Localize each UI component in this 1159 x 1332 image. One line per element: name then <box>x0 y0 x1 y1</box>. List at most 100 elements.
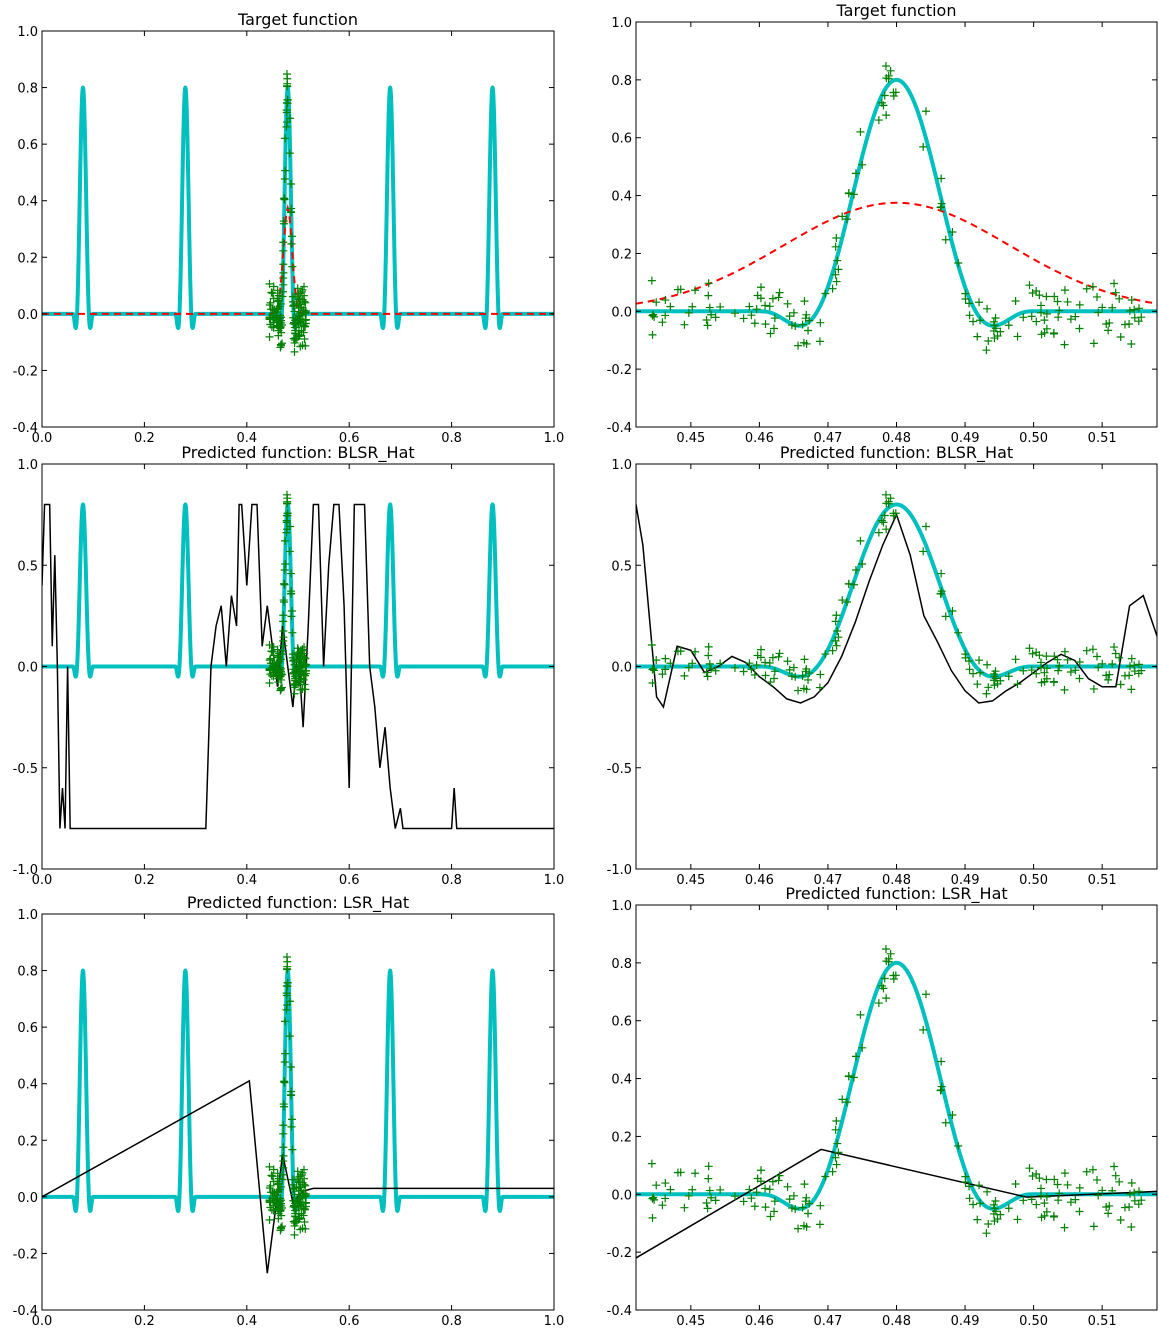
sample-point <box>1032 287 1041 296</box>
sample-point <box>652 1181 661 1190</box>
sample-point <box>1115 294 1124 303</box>
sample-point <box>789 308 798 317</box>
sample-point <box>1094 1191 1103 1200</box>
sample-point <box>279 627 288 635</box>
sample-point <box>791 1205 800 1214</box>
y-tick-label: -0.5 <box>607 762 632 777</box>
sample-point <box>937 589 946 598</box>
subplot-5: 0.0 0.2 0.4 0.6 0.8 1.0 -0.4 -0.2 0.0 0.2 0.4 0.6 0.… <box>13 893 565 1329</box>
sample-point <box>766 678 775 687</box>
sample-point <box>1116 1215 1125 1224</box>
sample-point <box>884 954 893 963</box>
sample-point <box>277 1196 286 1205</box>
sample-point <box>300 322 309 331</box>
sample-point <box>267 1205 276 1214</box>
predicted-function-line <box>636 1148 1157 1259</box>
sample-point <box>275 1174 284 1183</box>
y-tick-label: -0.2 <box>607 363 632 378</box>
sample-point <box>691 647 700 656</box>
sample-point <box>1011 1180 1020 1189</box>
sample-point <box>1130 313 1139 322</box>
sample-point <box>961 1172 970 1181</box>
sample-point <box>285 149 294 158</box>
x-tick-label: 0.48 <box>882 873 911 888</box>
sample-point <box>280 1078 289 1087</box>
subplot-1: 0.0 0.2 0.4 0.6 0.8 1.0 -0.4 -0.2 0.0 0.2 0.4 0.6 0.… <box>13 10 565 446</box>
sample-point <box>278 1170 287 1179</box>
sample-point <box>279 1100 288 1109</box>
sample-point <box>704 1162 713 1171</box>
sample-point <box>833 256 842 265</box>
sample-point <box>774 293 783 302</box>
sample-point <box>851 565 860 574</box>
sample-point <box>753 1174 762 1183</box>
sample-point <box>268 647 277 656</box>
sample-point <box>289 656 298 665</box>
sample-point <box>785 665 794 674</box>
sample-point <box>833 627 842 635</box>
sample-point <box>289 313 298 322</box>
sample-point <box>299 1189 308 1198</box>
sample-point <box>739 667 748 676</box>
x-tick-label: 0.48 <box>882 1314 911 1329</box>
sample-point <box>281 166 290 175</box>
sample-point <box>280 580 289 589</box>
sample-point <box>647 276 656 285</box>
sample-point <box>277 313 286 322</box>
sample-point <box>287 180 296 189</box>
sample-point <box>266 670 275 679</box>
sample-point <box>747 665 756 674</box>
sample-point <box>1042 324 1051 333</box>
sample-point <box>965 299 974 308</box>
sample-point <box>990 1204 999 1213</box>
y-tick-label: 0.4 <box>17 195 38 210</box>
y-tick-label: 1.0 <box>611 899 632 914</box>
y-tick-label: -0.4 <box>13 1304 38 1319</box>
sample-point <box>666 302 675 311</box>
sample-point <box>1049 329 1058 338</box>
sample-point <box>1110 279 1119 288</box>
x-tick-label: 0.4 <box>236 1314 257 1329</box>
y-tick-label: 0.8 <box>611 957 632 972</box>
x-tick-label: 0.8 <box>441 431 462 446</box>
sample-point <box>300 297 309 306</box>
sample-point <box>279 1121 288 1130</box>
sample-point <box>293 1197 302 1206</box>
sample-point <box>984 337 993 346</box>
sample-point <box>704 279 713 288</box>
sample-point <box>1135 1187 1144 1196</box>
y-tick-label: 0.6 <box>611 132 632 147</box>
sample-point <box>648 665 657 674</box>
sample-point <box>1032 669 1041 678</box>
sample-point <box>289 1196 298 1205</box>
sample-point <box>267 288 276 297</box>
y-tick-label: 0.5 <box>17 559 38 574</box>
sample-point <box>948 607 957 616</box>
sample-point <box>276 1226 285 1235</box>
sample-point <box>294 1201 303 1210</box>
sample-point <box>800 655 809 664</box>
sample-point <box>265 641 274 650</box>
sample-point <box>1135 304 1144 313</box>
sample-point <box>874 999 883 1008</box>
sample-point <box>921 990 930 999</box>
sample-point <box>1060 647 1069 656</box>
sample-point <box>702 668 711 677</box>
sample-point <box>287 1090 296 1099</box>
sample-point <box>265 1196 274 1205</box>
sample-point <box>747 1194 756 1203</box>
sample-point <box>973 332 982 341</box>
sample-point <box>844 1072 853 1081</box>
sample-point <box>990 672 999 681</box>
sample-point <box>1089 684 1098 693</box>
sample-point <box>282 981 291 990</box>
sample-point <box>1042 664 1051 673</box>
sample-point <box>282 108 291 117</box>
sample-point <box>267 1171 276 1180</box>
sample-point <box>757 1166 766 1175</box>
sample-point <box>1060 685 1069 694</box>
sample-point <box>747 311 756 320</box>
sample-point <box>874 528 883 537</box>
sample-point <box>775 288 784 297</box>
sample-point <box>831 1153 840 1162</box>
